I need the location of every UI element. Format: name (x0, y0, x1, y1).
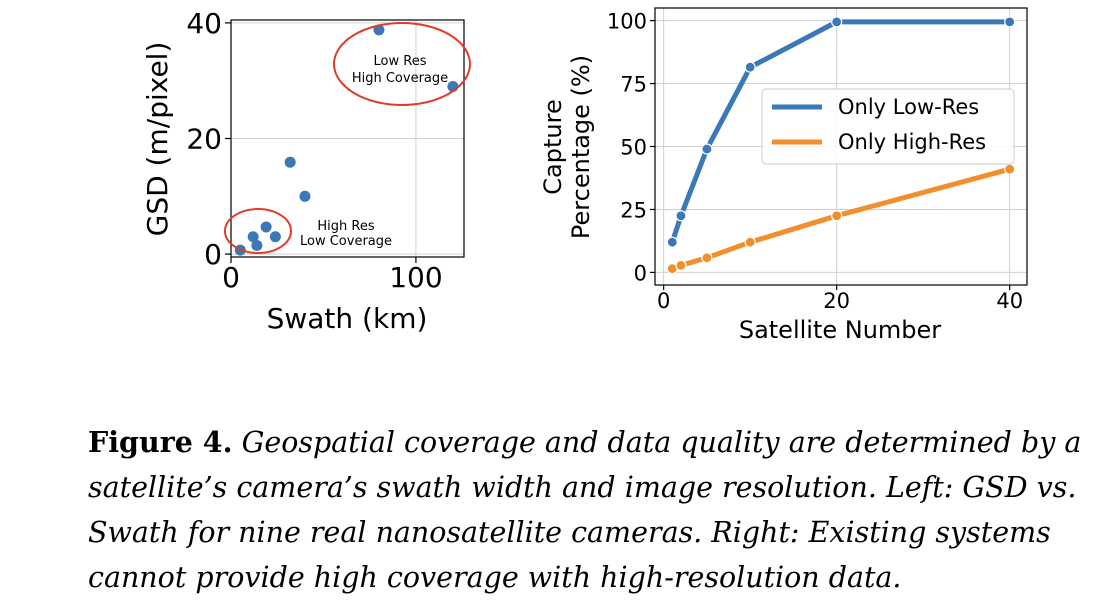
series-point-low-res (666, 236, 678, 248)
series-point-high-res (744, 236, 756, 248)
scatter-point (247, 231, 259, 243)
caption-text: Geospatial coverage and data quality are… (88, 426, 1082, 594)
line-x-axis-label: Satellite Number (739, 316, 941, 344)
scatter-x-axis-label: Swath (km) (267, 302, 428, 335)
low-res-annotation-circle (333, 22, 471, 106)
series-point-low-res (831, 16, 843, 28)
line-y-axis-label-line1: Capture (539, 99, 567, 194)
series-point-high-res (1004, 163, 1016, 175)
series-point-high-res (701, 252, 713, 264)
caption-label: Figure 4. (88, 425, 233, 459)
series-point-low-res (744, 61, 756, 73)
line-y-tick-label: 50 (620, 136, 647, 160)
high-res-annotation-circle (224, 208, 292, 254)
series-point-low-res (701, 143, 713, 155)
line-y-tick-label: 0 (634, 261, 647, 285)
figure-caption: Figure 4. Geospatial coverage and data q… (88, 420, 1088, 600)
scatter-point (269, 231, 281, 243)
legend: Only Low-Res Only High-Res (761, 88, 1015, 165)
line-series (666, 16, 1016, 275)
line-x-tick-label: 20 (823, 289, 850, 313)
line-y-tick-label: 25 (620, 198, 647, 222)
line-y-tick-label: 75 (620, 73, 647, 97)
line-x-tick-label: 40 (996, 289, 1023, 313)
scatter-y-axis-label: GSD (m/pixel) (141, 42, 174, 237)
scatter-x-tick-label: 0 (222, 261, 240, 294)
scatter-chart-gsd-vs-swath: 0 100 0 20 40 Low Res High Coverage High Res… (141, 7, 471, 335)
line-ticks: 0 20 40 0 25 50 75 100 (607, 10, 1023, 313)
series-point-low-res (675, 210, 687, 222)
scatter-y-tick-label: 0 (204, 238, 222, 271)
annotation-high-res-line1: High Res (317, 219, 374, 234)
annotation-low-res-line1: Low Res (374, 54, 427, 69)
scatter-y-tick-label: 40 (186, 7, 222, 40)
scatter-point (299, 190, 311, 202)
scatter-ticks: 0 100 0 20 40 (186, 7, 442, 294)
scatter-y-tick-label: 20 (186, 123, 222, 156)
series-point-high-res (675, 259, 687, 271)
annotation-low-res-line2: High Coverage (352, 71, 448, 86)
line-x-tick-label: 0 (657, 289, 670, 313)
legend-label-high-res: Only High-Res (838, 130, 986, 154)
legend-box (761, 88, 1015, 165)
series-point-high-res (831, 210, 843, 222)
line-chart-capture-percentage: 0 20 40 0 25 50 75 100 Only Low-Res Only High-R… (539, 7, 1028, 344)
line-y-axis-label-line2: Percentage (%) (567, 55, 595, 239)
series-point-low-res (1004, 16, 1016, 28)
legend-label-low-res: Only Low-Res (838, 95, 979, 119)
line-y-tick-label: 100 (607, 10, 647, 34)
scatter-point (373, 24, 385, 36)
scatter-point (284, 156, 296, 168)
figure-charts: 0 100 0 20 40 Low Res High Coverage High Res… (141, 7, 1028, 344)
scatter-x-tick-label: 100 (389, 261, 442, 294)
annotation-high-res-line2: Low Coverage (300, 234, 392, 249)
scatter-point (251, 239, 263, 251)
scatter-point (260, 221, 272, 233)
